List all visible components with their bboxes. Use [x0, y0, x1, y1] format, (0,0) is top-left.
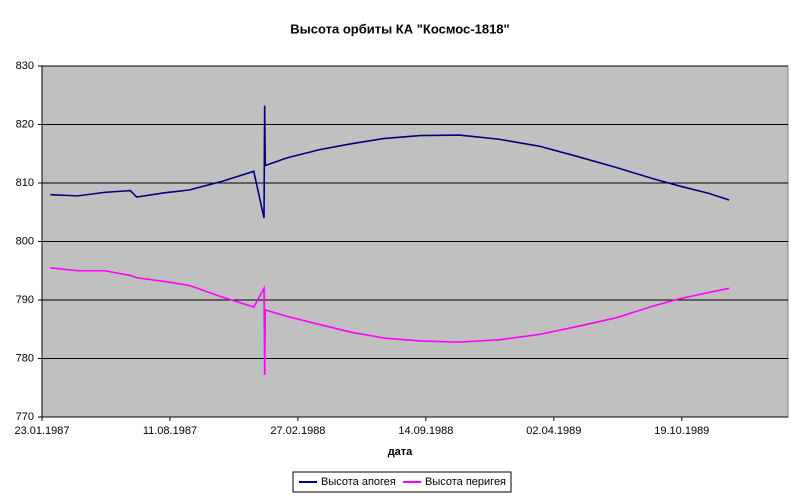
- x-tick-label: 23.01.1987: [14, 425, 69, 437]
- legend-label: Высота перигея: [425, 476, 506, 488]
- legend-label: Высота апогея: [321, 476, 396, 488]
- y-tick-label: 800: [16, 235, 34, 247]
- legend: [292, 471, 512, 493]
- x-axis-title: дата: [388, 446, 413, 458]
- series-line: [50, 267, 730, 375]
- y-tick-label: 770: [16, 411, 34, 423]
- y-tick-label: 790: [16, 294, 34, 306]
- series-line: [50, 105, 730, 219]
- x-tick-label: 14.09.1988: [398, 425, 453, 437]
- chart-title: Высота орбиты КА "Космос-1818": [290, 21, 509, 36]
- y-tick-label: 780: [16, 352, 34, 364]
- y-tick-label: 830: [16, 60, 34, 72]
- y-tick-label: 820: [16, 118, 34, 130]
- x-tick-label: 02.04.1989: [526, 425, 581, 437]
- x-tick-label: 27.02.1988: [270, 425, 325, 437]
- x-tick-label: 11.08.1987: [143, 425, 197, 437]
- x-tick-label: 19.10.1989: [654, 425, 709, 437]
- y-tick-label: 810: [16, 177, 34, 189]
